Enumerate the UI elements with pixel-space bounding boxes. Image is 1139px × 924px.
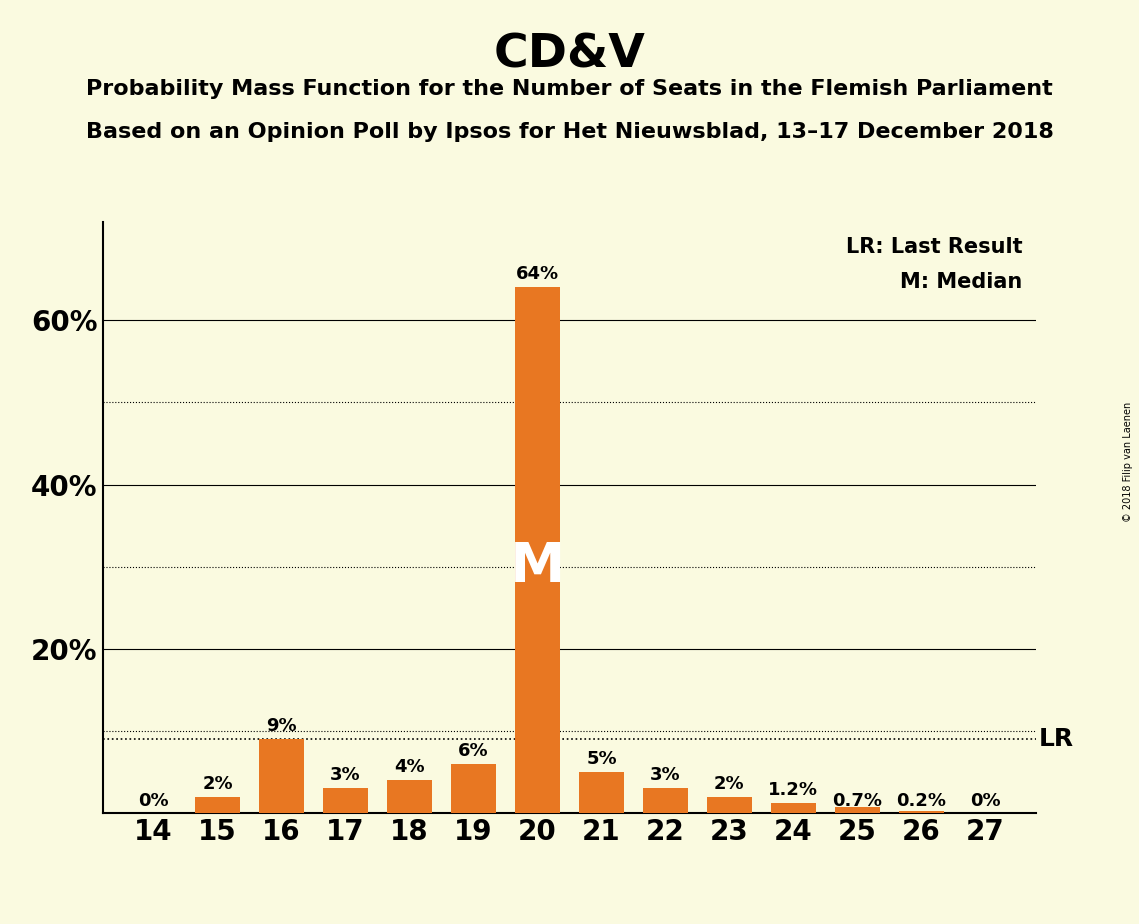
- Text: 1.2%: 1.2%: [769, 781, 819, 799]
- Text: 0.2%: 0.2%: [896, 792, 947, 809]
- Text: 4%: 4%: [394, 759, 425, 776]
- Text: M: M: [510, 540, 565, 594]
- Bar: [644, 788, 688, 813]
- Text: 3%: 3%: [650, 766, 681, 784]
- Text: 0%: 0%: [138, 792, 169, 809]
- Bar: [387, 780, 432, 813]
- Bar: [579, 772, 624, 813]
- Text: 6%: 6%: [458, 742, 489, 760]
- Text: © 2018 Filip van Laenen: © 2018 Filip van Laenen: [1123, 402, 1133, 522]
- Bar: [899, 811, 944, 813]
- Bar: [260, 739, 304, 813]
- Bar: [515, 287, 560, 813]
- Bar: [195, 796, 240, 813]
- Text: 0.7%: 0.7%: [833, 792, 883, 809]
- Text: Probability Mass Function for the Number of Seats in the Flemish Parliament: Probability Mass Function for the Number…: [87, 79, 1052, 99]
- Text: M: Median: M: Median: [900, 272, 1023, 292]
- Bar: [771, 803, 816, 813]
- Text: 0%: 0%: [970, 792, 1001, 809]
- Bar: [835, 808, 879, 813]
- Text: LR: Last Result: LR: Last Result: [846, 237, 1023, 257]
- Text: Based on an Opinion Poll by Ipsos for Het Nieuwsblad, 13–17 December 2018: Based on an Opinion Poll by Ipsos for He…: [85, 122, 1054, 142]
- Text: 64%: 64%: [516, 265, 559, 284]
- Text: LR: LR: [1039, 727, 1073, 751]
- Text: 3%: 3%: [330, 766, 361, 784]
- Text: 2%: 2%: [714, 774, 745, 793]
- Bar: [707, 796, 752, 813]
- Text: 5%: 5%: [587, 750, 617, 768]
- Text: CD&V: CD&V: [493, 32, 646, 78]
- Bar: [323, 788, 368, 813]
- Text: 9%: 9%: [267, 717, 297, 736]
- Text: 2%: 2%: [203, 774, 233, 793]
- Bar: [451, 764, 495, 813]
